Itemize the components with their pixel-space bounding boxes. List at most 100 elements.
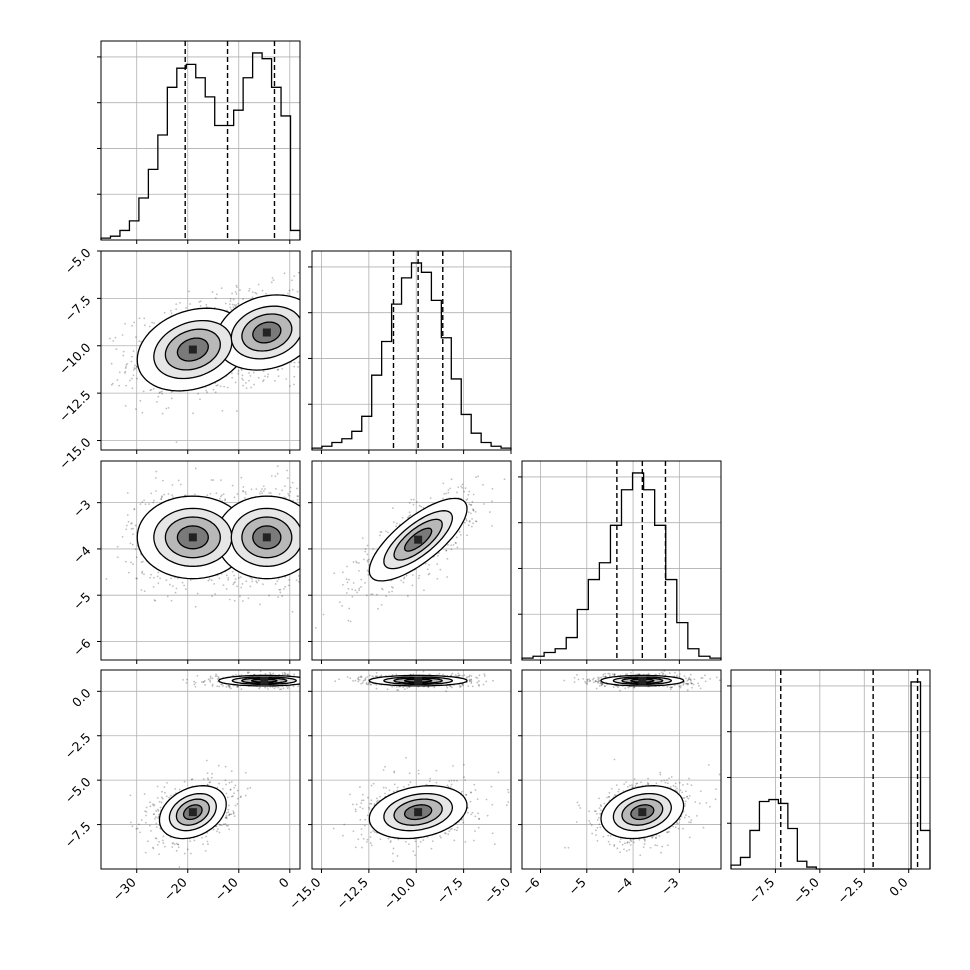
- sample-point: [153, 803, 156, 806]
- sample-point: [406, 516, 409, 519]
- sample-point: [259, 686, 261, 689]
- sample-point: [331, 323, 333, 325]
- sample-point: [199, 305, 202, 307]
- sample-point: [155, 470, 158, 473]
- sample-point: [226, 386, 229, 389]
- sample-point: [228, 684, 231, 687]
- sample-point: [282, 687, 285, 690]
- sample-point: [427, 573, 430, 576]
- sample-point: [456, 546, 459, 549]
- sample-point: [303, 516, 305, 518]
- sample-point: [313, 297, 315, 299]
- sample-point: [305, 467, 307, 469]
- sample-point: [157, 810, 160, 812]
- sample-point: [313, 685, 315, 687]
- sample-point: [171, 484, 174, 486]
- sample-point: [391, 590, 393, 593]
- sample-point: [330, 511, 332, 513]
- sample-point: [140, 340, 143, 343]
- sample-point: [356, 561, 358, 564]
- sample-point: [309, 683, 311, 685]
- sample-point: [132, 527, 134, 530]
- sample-point: [281, 672, 284, 674]
- sample-point: [305, 678, 307, 680]
- sample-point: [233, 496, 236, 499]
- sample-point: [139, 399, 142, 402]
- sample-point: [446, 543, 449, 546]
- sample-point: [360, 308, 362, 310]
- sample-point: [108, 337, 111, 340]
- sample-point: [271, 277, 274, 279]
- sample-point: [370, 593, 372, 596]
- sample-point: [162, 839, 164, 842]
- sample-point: [274, 583, 277, 585]
- sample-point: [245, 387, 248, 390]
- sample-point: [468, 520, 471, 523]
- sample-point: [306, 323, 308, 325]
- sample-point: [152, 586, 155, 588]
- sample-point: [222, 493, 225, 496]
- sample-point: [304, 337, 306, 339]
- sample-point: [149, 805, 152, 808]
- sample-point: [248, 372, 250, 374]
- sample-point: [270, 475, 273, 477]
- sample-point: [192, 412, 194, 415]
- sample-point: [269, 492, 272, 494]
- sample-point: [143, 573, 145, 576]
- sample-point: [139, 503, 142, 506]
- sample-point: [264, 488, 266, 490]
- sample-point: [259, 603, 261, 606]
- sample-point: [324, 305, 326, 307]
- sample-point: [131, 324, 133, 327]
- sample-point: [234, 381, 237, 384]
- sample-point: [155, 837, 158, 840]
- sample-point: [274, 475, 277, 477]
- sample-point: [268, 594, 270, 597]
- sample-point: [245, 580, 248, 583]
- sample-point: [224, 823, 227, 825]
- sample-point: [165, 407, 168, 410]
- sample-point: [307, 530, 309, 532]
- sample-point: [208, 578, 211, 581]
- sample-point: [225, 574, 228, 577]
- sample-point: [281, 595, 284, 598]
- sample-point: [220, 683, 223, 686]
- sample-point: [231, 303, 234, 306]
- sample-point: [452, 543, 455, 546]
- sample-point: [401, 516, 404, 519]
- sample-point: [167, 492, 170, 495]
- sample-point: [301, 678, 303, 680]
- sample-point: [307, 678, 309, 680]
- sample-point: [165, 579, 168, 581]
- sample-point: [286, 687, 289, 690]
- sample-point: [130, 561, 132, 564]
- sample-point: [242, 490, 244, 492]
- sample-point: [207, 778, 210, 781]
- sample-point: [232, 812, 235, 815]
- sample-point: [127, 571, 130, 574]
- sample-point: [455, 536, 458, 539]
- sample-point: [206, 494, 209, 497]
- sample-point: [267, 373, 269, 376]
- sample-point: [300, 317, 302, 319]
- sample-point: [141, 411, 144, 414]
- sample-point: [159, 391, 162, 394]
- sample-point: [237, 577, 240, 579]
- sample-point: [301, 337, 303, 339]
- sample-point: [133, 508, 136, 511]
- sample-point: [408, 511, 411, 514]
- sample-point: [202, 680, 205, 683]
- sample-point: [288, 579, 291, 581]
- sample-point: [308, 498, 310, 500]
- sample-point: [324, 326, 326, 328]
- sample-point: [162, 835, 165, 838]
- sample-point: [142, 560, 144, 563]
- sample-point: [127, 520, 130, 523]
- sample-point: [331, 684, 333, 686]
- sample-point: [206, 391, 208, 394]
- sample-point: [341, 604, 343, 607]
- sample-point: [325, 679, 327, 681]
- sample-point: [467, 511, 470, 514]
- sample-point: [314, 674, 316, 676]
